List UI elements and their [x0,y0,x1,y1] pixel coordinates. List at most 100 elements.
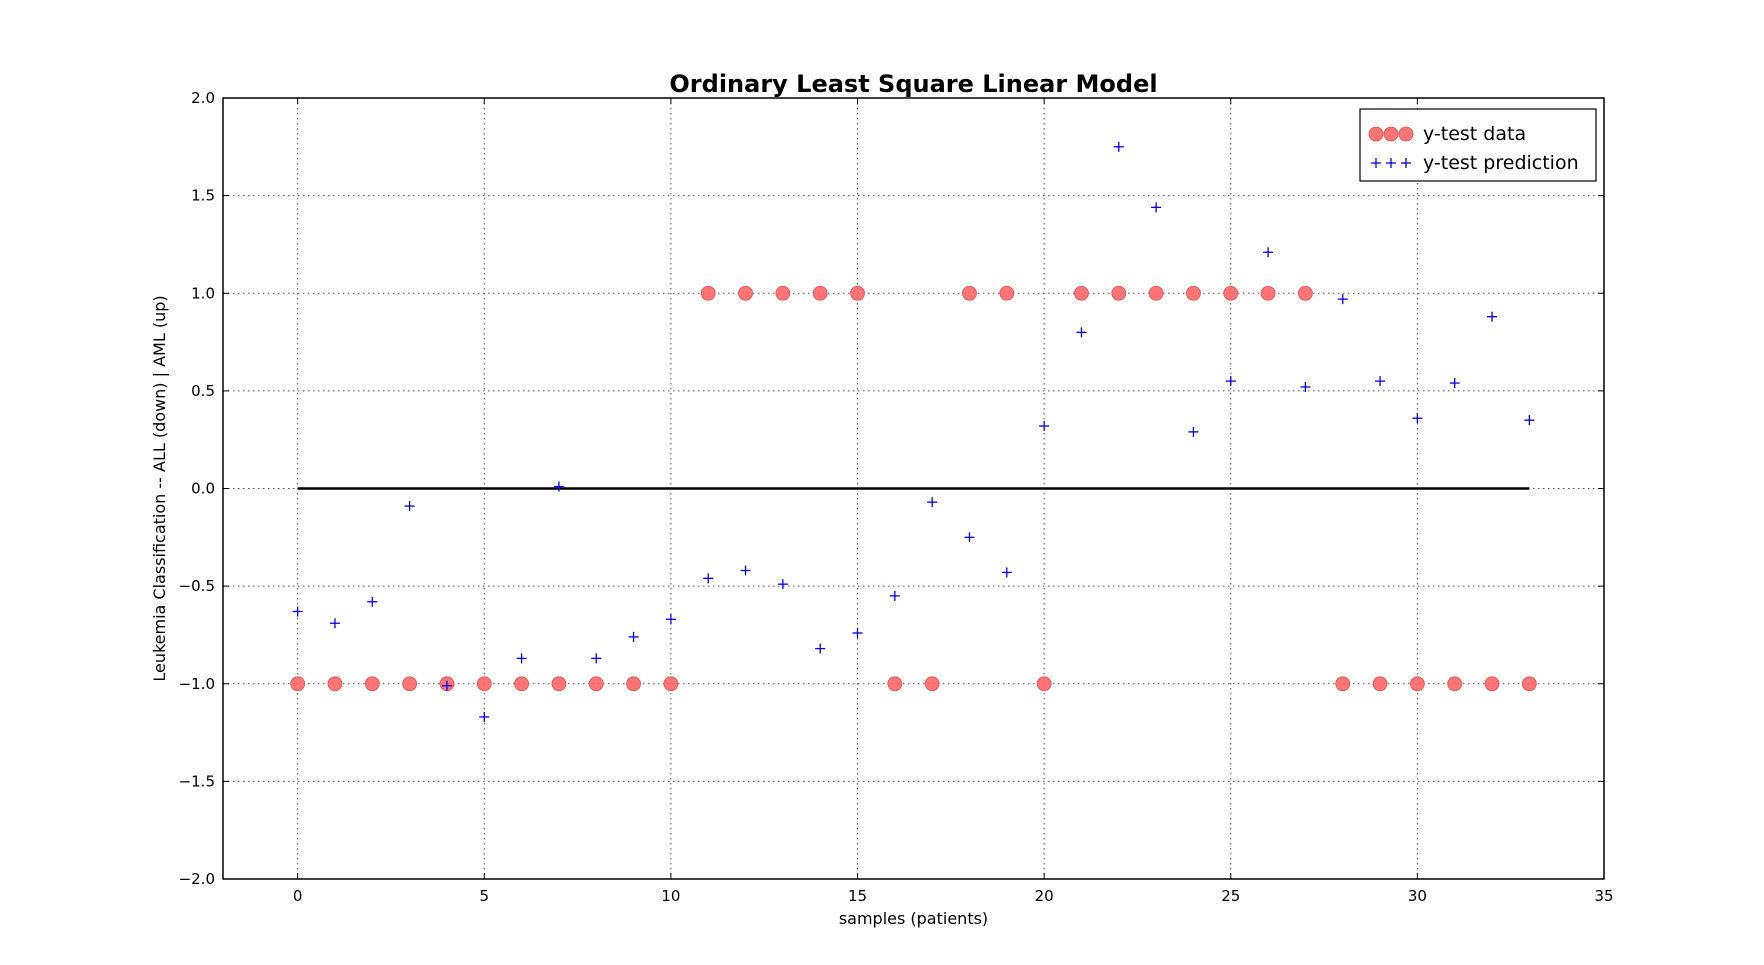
prediction-point [1225,376,1236,387]
prediction-point [1449,378,1460,389]
legend-marker [1386,158,1396,168]
data-point [1036,676,1052,692]
y-tick-label: 0.5 [191,382,215,400]
prediction-point [1524,415,1535,426]
data-point [850,285,865,301]
y-axis-label: Leukemia Classification -- ALL (down) | … [150,295,169,681]
prediction-point [404,501,415,512]
prediction-point [927,497,938,508]
prediction-point [1113,141,1124,152]
prediction-point [815,643,826,654]
legend-marker [1383,126,1399,142]
prediction-point [703,573,714,584]
series-plus [292,141,1535,722]
y-tick-label: −2.0 [179,870,215,888]
data-point [1223,285,1239,301]
prediction-point [964,532,975,543]
data-point [476,676,492,692]
prediction-point [1001,567,1012,578]
x-tick-label: 20 [1035,887,1054,905]
data-point [738,285,753,301]
series-layer [290,141,1537,722]
legend: y-test data y-test prediction [1359,108,1597,182]
prediction-point [1487,311,1498,322]
prediction-point [1151,202,1162,213]
x-tick-label: 35 [1594,887,1613,905]
data-point [551,676,567,692]
data-point [1335,676,1351,692]
prediction-point [852,627,863,638]
y-tick-label: 2.0 [191,89,215,107]
chart-title: Ordinary Least Square Linear Model [669,70,1157,98]
y-tick-label: 0.0 [191,480,215,498]
prediction-point [479,711,490,722]
legend-label: y-test data [1423,123,1526,145]
data-point [327,676,343,692]
prediction-point [1375,376,1386,387]
x-tick-label: 15 [848,887,867,905]
legend-marker [1398,126,1414,142]
data-point [626,676,641,692]
y-tick-label: −0.5 [179,577,215,595]
x-tick-label: 0 [293,887,303,905]
axis-ticks: 0 5 10 15 20 25 30 35 −2.0 −1.5 −1.0 −0.5 0.0 0.5 1.0 1… [179,89,1614,905]
prediction-point [665,614,676,625]
data-point [364,676,380,692]
y-tick-label: 1.5 [191,187,215,205]
data-point [1111,285,1127,301]
data-point [962,285,977,301]
x-tick-label: 30 [1408,887,1427,905]
data-point [887,676,903,692]
legend-label: y-test prediction [1423,152,1579,174]
data-point [1298,285,1313,301]
data-point [1148,285,1164,301]
prediction-point [329,618,340,629]
data-point [514,676,529,692]
x-tick-label: 10 [661,887,680,905]
prediction-point [591,653,602,664]
prediction-point [740,565,751,576]
data-point [1484,676,1500,692]
prediction-point [628,631,639,642]
data-point [1372,676,1388,692]
prediction-point [553,481,564,492]
prediction-point [367,596,378,607]
x-tick-label: 5 [479,887,489,905]
prediction-point [889,590,900,601]
prediction-point [1337,294,1348,305]
prediction-point [292,606,303,617]
y-tick-label: −1.5 [179,772,215,790]
data-point [290,676,306,692]
data-point [999,285,1015,301]
data-point [1521,676,1537,692]
data-point [775,285,791,301]
prediction-point [1039,421,1050,432]
data-point [1447,676,1463,692]
data-point [402,676,418,692]
data-point [1186,285,1201,301]
prediction-point [516,653,527,664]
prediction-point [1263,247,1274,258]
data-point [1409,676,1425,692]
data-point [588,676,604,692]
y-tick-label: 1.0 [191,284,215,302]
data-point [1260,285,1276,301]
data-point [700,285,716,301]
prediction-point [1076,327,1087,338]
legend-entry: y-test prediction [1371,152,1579,174]
data-point [1074,285,1089,301]
prediction-point [1300,381,1311,392]
legend-box [1359,108,1597,182]
legend-marker [1371,158,1381,168]
prediction-point [441,680,452,691]
legend-marker [1401,158,1411,168]
prediction-point [1188,426,1199,437]
x-axis-label: samples (patients) [839,909,988,928]
series-circle [290,285,1537,692]
data-point [812,285,828,301]
prediction-point [777,579,788,590]
legend-marker [1368,126,1384,142]
y-tick-label: −1.0 [179,675,215,693]
x-tick-label: 25 [1221,887,1240,905]
